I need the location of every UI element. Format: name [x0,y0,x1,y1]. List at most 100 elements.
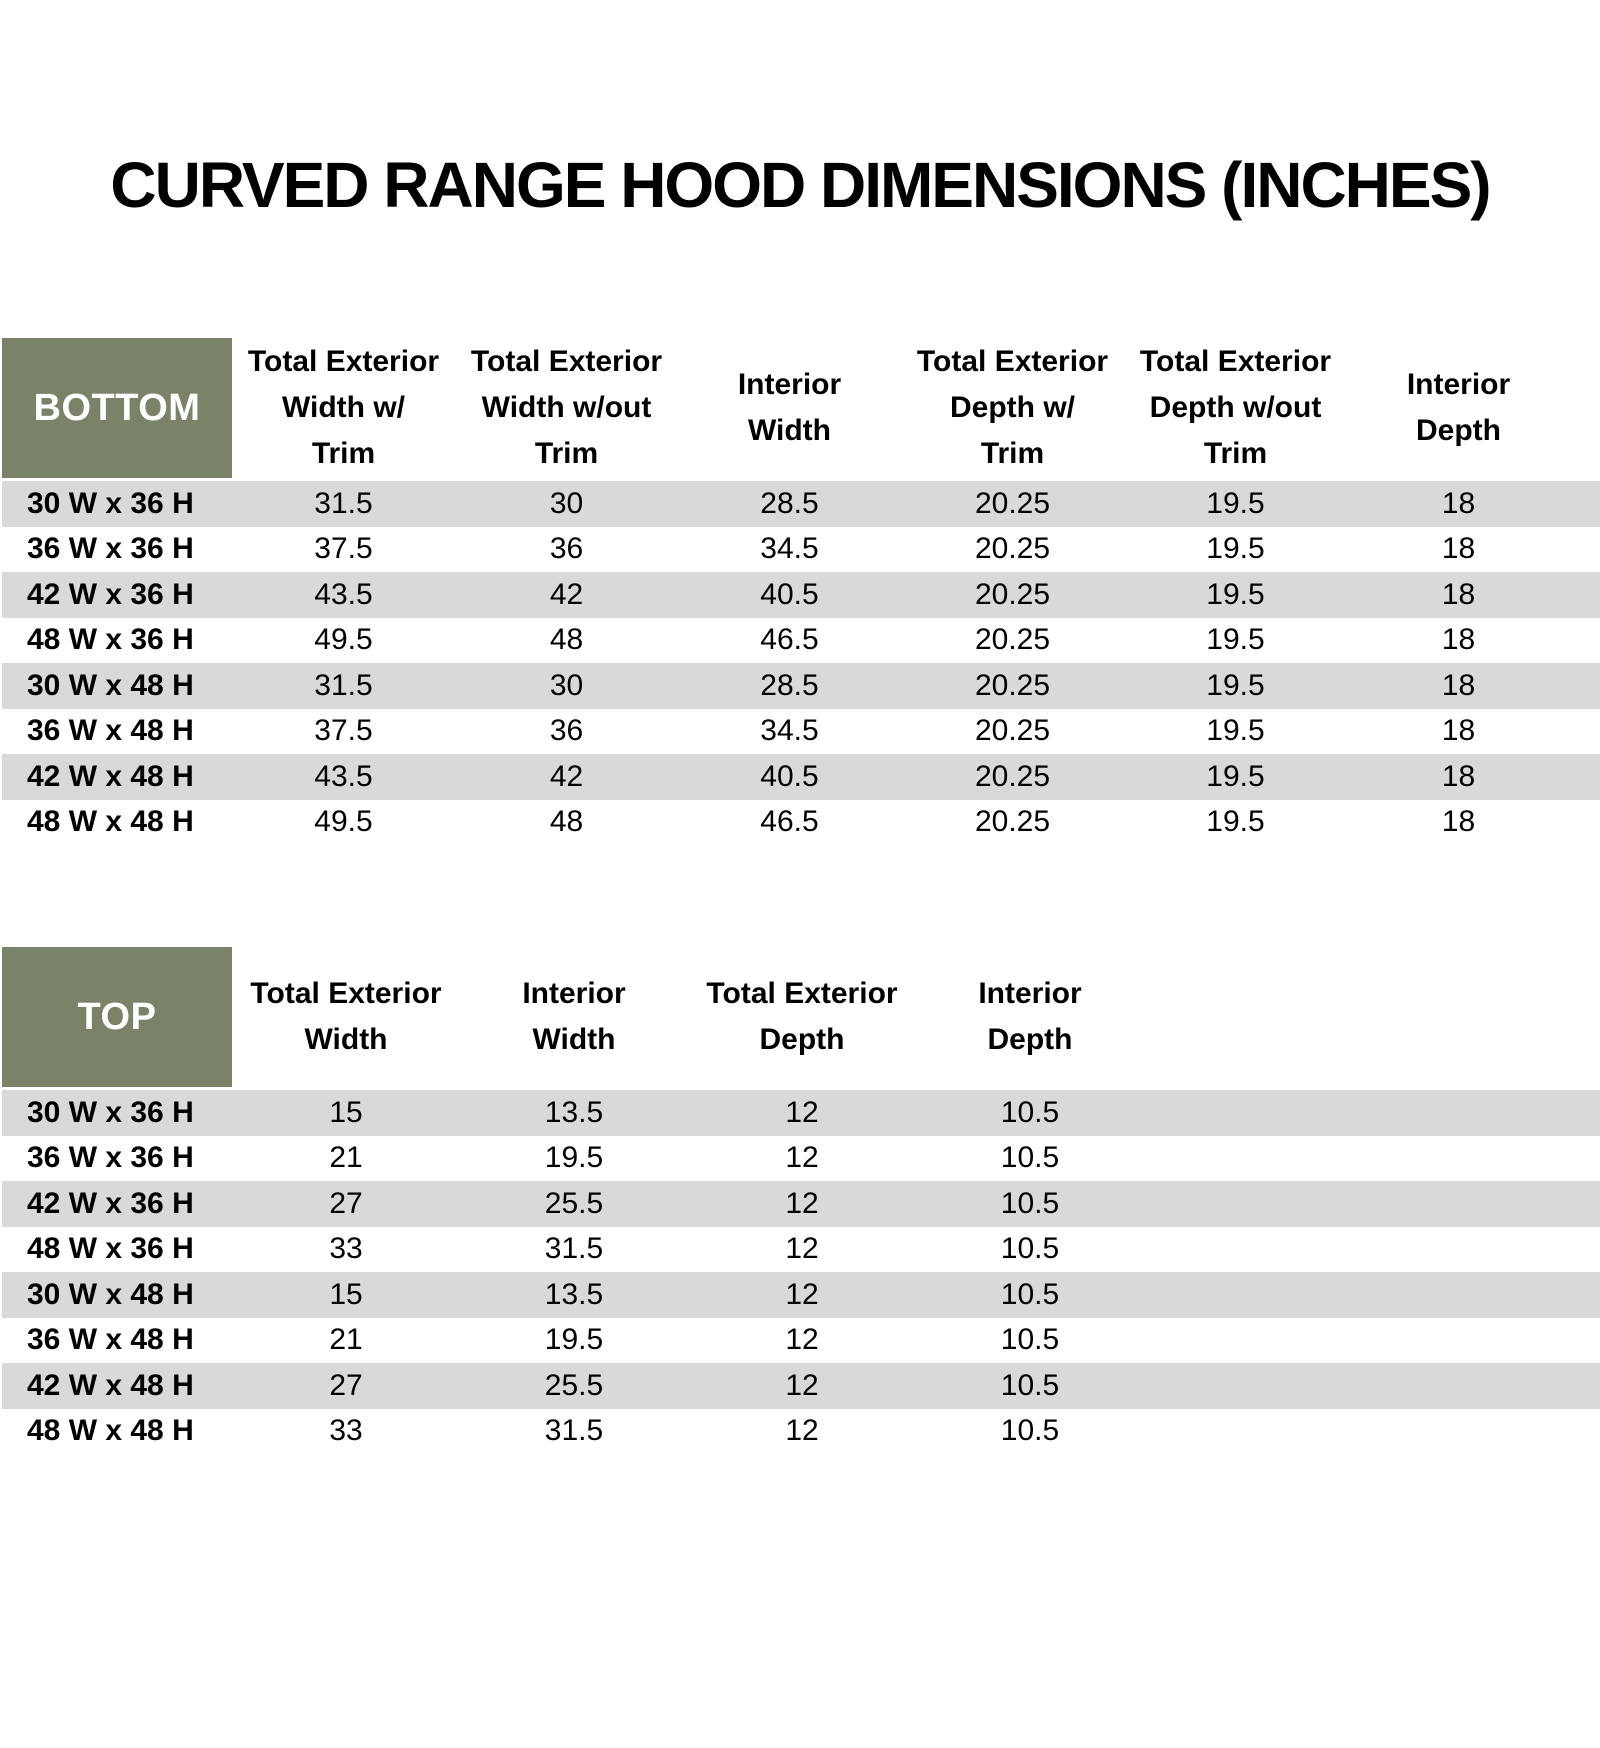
row-label: 36 W x 36 H [27,1141,194,1175]
table-cell: 40.5 [760,577,819,611]
table-cell: 12 [785,1232,819,1266]
table-cell: 33 [329,1414,363,1448]
table-row: 30 W x 36 H 31.5 30 28.5 20.25 19.5 18 [2,481,1600,527]
table-cell: 18 [1441,759,1476,793]
table-cell: 15 [329,1095,363,1129]
table-cell: 28.5 [760,668,819,702]
table-cell: 12 [785,1277,819,1311]
table-cell: 20.25 [974,714,1051,748]
table-row: 42 W x 48 H 43.5 42 40.5 20.25 19.5 18 [2,754,1600,800]
table-cell: 49.5 [314,623,373,657]
top-table-header-row: TOP Total Exterior Width Interior Width To… [2,947,1600,1087]
table-cell: 20.25 [974,486,1051,520]
table-row: 36 W x 48 H 21 19.5 12 10.5 [2,1318,1600,1364]
top-table-label: TOP [2,947,232,1087]
table-cell: 12 [785,1095,819,1129]
table-cell: 19.5 [1206,759,1265,793]
table-cell: 10.5 [1000,1323,1060,1357]
table-cell: 10.5 [1000,1186,1060,1220]
page: CURVED RANGE HOOD DIMENSIONS (INCHES) BO… [0,148,1600,1454]
table-cell: 18 [1441,532,1476,566]
row-label: 30 W x 36 H [27,1095,194,1129]
table-cell: 10.5 [1000,1277,1060,1311]
table-cell: 42 [549,577,584,611]
bottom-table-header-row: BOTTOM Total Exterior Width w/ Trim Total… [2,338,1600,478]
table-cell: 27 [329,1186,363,1220]
table-cell: 13.5 [544,1095,604,1129]
table-cell: 19.5 [1206,668,1265,702]
table-row: 42 W x 48 H 27 25.5 12 10.5 [2,1363,1600,1409]
table-cell: 36 [549,532,584,566]
table-cell: 20.25 [974,623,1051,657]
table-cell: 19.5 [1206,486,1265,520]
row-label: 42 W x 36 H [27,1186,194,1220]
table-cell: 20.25 [974,805,1051,839]
table-cell: 10.5 [1000,1414,1060,1448]
table-cell: 10.5 [1000,1141,1060,1175]
table-cell: 18 [1441,577,1476,611]
table-cell: 10.5 [1000,1095,1060,1129]
table-cell: 20.25 [974,577,1051,611]
table-cell: 12 [785,1323,819,1357]
table-cell: 37.5 [314,532,373,566]
bottom-dimensions-table: BOTTOM Total Exterior Width w/ Trim Total… [2,338,1600,845]
table-cell: 18 [1441,486,1476,520]
column-header: Total Exterior Width [250,977,442,1056]
table-cell: 36 [549,714,584,748]
table-cell: 15 [329,1277,363,1311]
row-label: 30 W x 48 H [27,668,194,702]
table-row: 48 W x 48 H 33 31.5 12 10.5 [2,1409,1600,1455]
table-cell: 31.5 [314,668,373,702]
table-cell: 33 [329,1232,363,1266]
table-cell: 21 [329,1323,363,1357]
table-cell: 43.5 [314,759,373,793]
table-cell: 20.25 [974,759,1051,793]
table-cell: 20.25 [974,532,1051,566]
table-cell: 43.5 [314,577,373,611]
table-cell: 31.5 [544,1414,604,1448]
table-cell: 13.5 [544,1277,604,1311]
table-row: 30 W x 36 H 15 13.5 12 10.5 [2,1090,1600,1136]
row-label: 30 W x 36 H [27,486,194,520]
table-row: 48 W x 36 H 49.5 48 46.5 20.25 19.5 18 [2,618,1600,664]
table-cell: 18 [1441,714,1476,748]
table-cell: 37.5 [314,714,373,748]
table-cell: 40.5 [760,759,819,793]
table-cell: 10.5 [1000,1368,1060,1402]
table-cell: 34.5 [760,714,819,748]
page-title: CURVED RANGE HOOD DIMENSIONS (INCHES) [110,149,1491,221]
table-cell: 34.5 [760,532,819,566]
column-header: Total Exterior Depth w/ Trim [916,345,1109,470]
table-cell: 12 [785,1368,819,1402]
table-cell: 46.5 [760,623,819,657]
table-cell: 20.25 [974,668,1051,702]
bottom-table-body: 30 W x 36 H 31.5 30 28.5 20.25 19.5 18 36 W x 3… [2,481,1600,845]
table-cell: 19.5 [1206,577,1265,611]
top-dimensions-table: TOP Total Exterior Width Interior Width To… [2,947,1600,1454]
table-cell: 19.5 [1206,805,1265,839]
column-header: Total Exterior Width w/ Trim [247,345,440,470]
row-label: 48 W x 36 H [27,623,194,657]
table-row: 48 W x 36 H 33 31.5 12 10.5 [2,1227,1600,1273]
table-row: 42 W x 36 H 27 25.5 12 10.5 [2,1181,1600,1227]
column-header: Total Exterior Depth w/out Trim [1139,345,1332,470]
table-row: 36 W x 36 H 37.5 36 34.5 20.25 19.5 18 [2,527,1600,573]
table-cell: 12 [785,1141,819,1175]
column-header: Total Exterior Width w/out Trim [470,345,663,470]
bottom-table-label: BOTTOM [2,338,232,478]
table-cell: 30 [549,668,584,702]
table-cell: 30 [549,486,584,520]
table-row: 30 W x 48 H 31.5 30 28.5 20.25 19.5 18 [2,663,1600,709]
table-cell: 19.5 [1206,532,1265,566]
table-cell: 10.5 [1000,1232,1060,1266]
column-header: Interior Width [522,977,626,1056]
column-header: Interior Depth [1406,368,1511,447]
row-label: 48 W x 48 H [27,805,194,839]
table-row: 30 W x 48 H 15 13.5 12 10.5 [2,1272,1600,1318]
table-row: 42 W x 36 H 43.5 42 40.5 20.25 19.5 18 [2,572,1600,618]
row-label: 36 W x 36 H [27,532,194,566]
table-cell: 46.5 [760,805,819,839]
table-cell: 12 [785,1414,819,1448]
row-label: 36 W x 48 H [27,1323,194,1357]
table-cell: 19.5 [544,1323,604,1357]
